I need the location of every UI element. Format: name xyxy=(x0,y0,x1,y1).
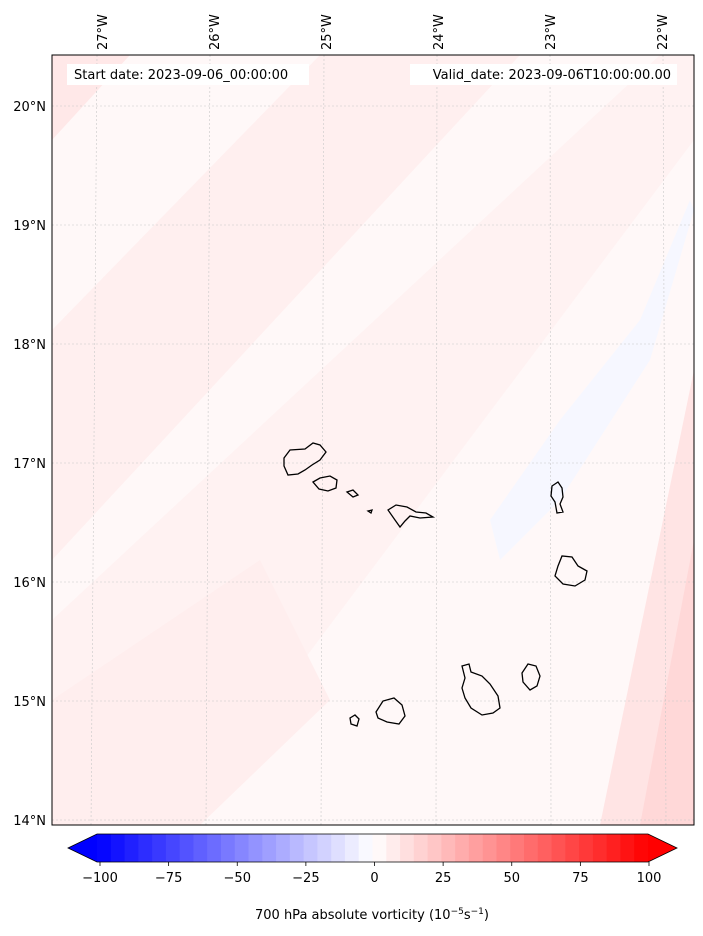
colorbar-cell xyxy=(220,834,236,862)
lon-label: 23°W xyxy=(544,14,559,50)
colorbar-cell xyxy=(413,834,429,862)
colorbar-cell xyxy=(179,834,195,862)
island-santiago xyxy=(461,663,501,716)
colorbar-ticks: −100 −75 −50 −25 0 25 50 75 100 xyxy=(82,862,661,886)
colorbar-cell xyxy=(482,834,498,862)
valid-date-box xyxy=(410,64,677,85)
colorbar-tick-label: −100 xyxy=(82,871,118,886)
island-sao-nicolau xyxy=(366,504,436,529)
colorbar-cell xyxy=(592,834,608,862)
colorbar-cell xyxy=(276,834,291,862)
longitude-labels: 27°W 26°W 25°W 24°W 23°W 22°W xyxy=(96,14,671,50)
colorbar-cell xyxy=(427,834,442,862)
lat-label: 16°N xyxy=(13,576,46,591)
lon-label: 24°W xyxy=(432,14,447,50)
island-santo-antao xyxy=(283,442,327,476)
colorbar-cell xyxy=(289,834,305,862)
valid-date-label: Valid_date: 2023-09-06T10:00:00.00 xyxy=(433,68,671,83)
colorbar-cell xyxy=(510,834,525,862)
colorbar-outline xyxy=(67,833,678,863)
lon-label: 22°W xyxy=(656,14,671,50)
latitude-labels: 20°N 19°N 18°N 17°N 16°N 15°N 14°N xyxy=(13,100,46,829)
colorbar-tick-label: 100 xyxy=(637,871,662,886)
lon-label: 27°W xyxy=(96,14,111,50)
colorbar-cell xyxy=(97,834,112,862)
lat-label: 19°N xyxy=(13,219,46,234)
colorbar-cell xyxy=(207,834,222,862)
island-santa-luzia xyxy=(345,489,360,498)
colorbar-cell xyxy=(152,834,167,862)
colorbar-max-extension xyxy=(648,834,677,862)
lon-label: 26°W xyxy=(208,14,223,50)
colorbar-cell xyxy=(165,834,181,862)
lat-label: 15°N xyxy=(13,695,46,710)
lat-label: 14°N xyxy=(13,814,46,829)
start-date-label: Start date: 2023-09-06_00:00:00 xyxy=(74,68,288,83)
island-maio xyxy=(521,663,541,691)
colorbar-cell xyxy=(138,834,153,862)
colorbar-cell xyxy=(248,834,263,862)
vorticity-band-positive xyxy=(52,55,520,560)
colorbar-cell xyxy=(620,834,635,862)
colorbar-tick-label: −25 xyxy=(292,871,319,886)
colorbar-tick-label: 50 xyxy=(503,871,520,886)
colorbar-label: 700 hPa absolute vorticity (10−5s−1) xyxy=(255,907,489,923)
start-date-box xyxy=(67,64,309,85)
lat-label: 20°N xyxy=(13,100,46,115)
colorbar-cell xyxy=(441,834,456,862)
colorbar-cell xyxy=(496,834,511,862)
colorbar-cell xyxy=(262,834,277,862)
colorbar-min-extension xyxy=(68,834,97,862)
colorbar-cell xyxy=(193,834,208,862)
colorbar-cell xyxy=(124,834,139,862)
colorbar-cell xyxy=(579,834,594,862)
vorticity-band-negative xyxy=(490,200,694,560)
colorbar-cell xyxy=(524,834,539,862)
colorbar-cells xyxy=(97,834,649,862)
colorbar-tick-label: −50 xyxy=(224,871,251,886)
colorbar-cell xyxy=(386,834,401,862)
island-boa-vista xyxy=(554,555,588,587)
colorbar-cell xyxy=(565,834,580,862)
colorbar-cell xyxy=(234,834,250,862)
colorbar-cell xyxy=(110,834,126,862)
colorbar-cell xyxy=(606,834,622,862)
colorbar-tick-label: 75 xyxy=(572,871,589,886)
colorbar-cell xyxy=(303,834,319,862)
vorticity-band-sw xyxy=(52,560,330,825)
lat-label: 17°N xyxy=(13,457,46,472)
vorticity-band-east-strong xyxy=(640,540,694,825)
vorticity-field xyxy=(52,55,694,825)
colorbar-cell xyxy=(400,834,415,862)
colorbar-cell xyxy=(634,834,649,862)
colorbar-tick-label: 25 xyxy=(435,871,452,886)
island-fogo xyxy=(375,697,406,725)
island-sao-vicente xyxy=(311,475,338,492)
colorbar-cell xyxy=(344,834,360,862)
colorbar-cell xyxy=(372,834,387,862)
lat-label: 18°N xyxy=(13,338,46,353)
colorbar-tick-label: −75 xyxy=(155,871,182,886)
colorbar-cell xyxy=(537,834,553,862)
island-sal xyxy=(550,481,564,514)
map-frame xyxy=(51,54,695,826)
colorbar-cell xyxy=(455,834,470,862)
colorbar-cell xyxy=(358,834,374,862)
island-brava xyxy=(349,714,360,727)
colorbar-tick-label: 0 xyxy=(370,871,378,886)
coastlines xyxy=(283,442,588,727)
colorbar-cell xyxy=(317,834,332,862)
lon-label: 25°W xyxy=(320,14,335,50)
colorbar-cell xyxy=(331,834,346,862)
colorbar-cell xyxy=(468,834,484,862)
colorbar: −100 −75 −50 −25 0 25 50 75 100 700 hPa absolute… xyxy=(67,833,678,923)
colorbar-cell xyxy=(551,834,566,862)
graticule xyxy=(52,55,694,825)
